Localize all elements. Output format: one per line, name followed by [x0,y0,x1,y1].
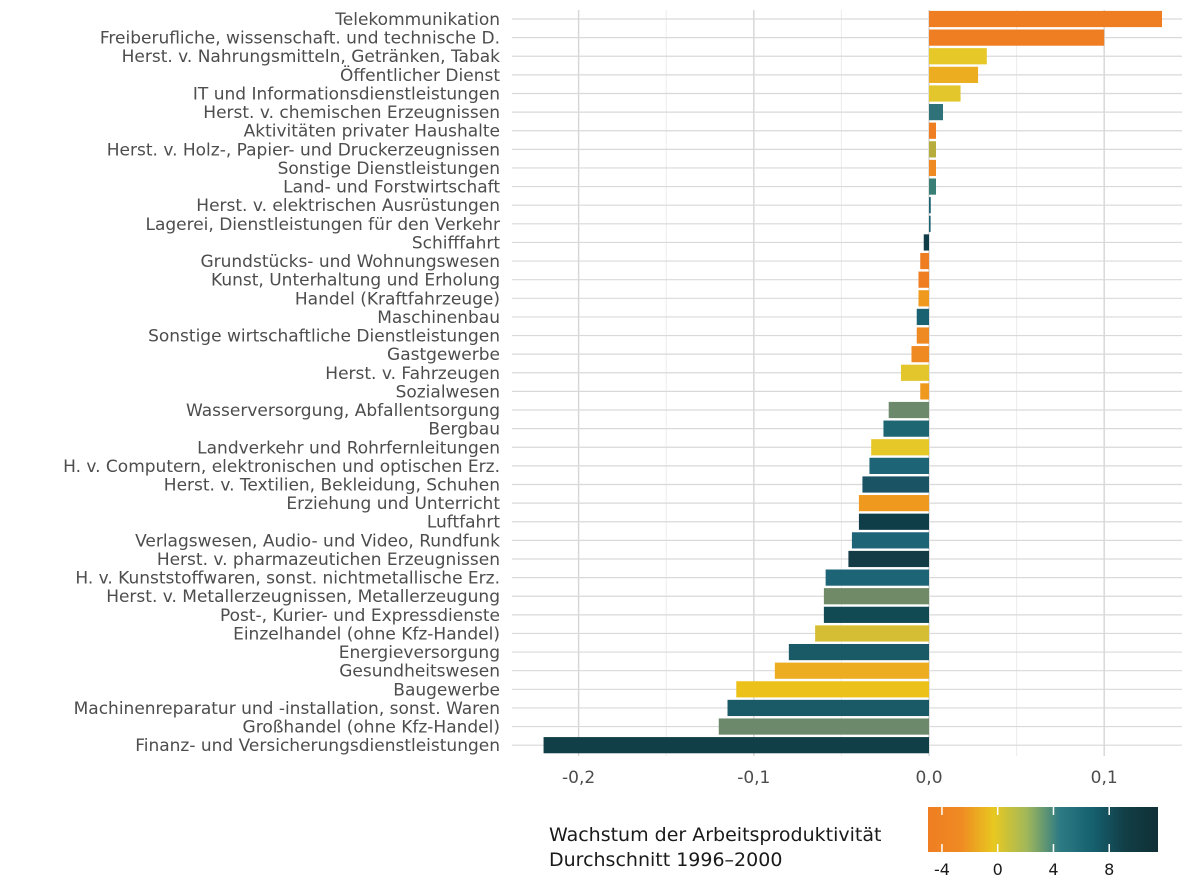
category-label: Handel (Kraftfahrzeuge) [295,289,500,309]
category-label: Herst. v. Textilien, Bekleidung, Schuhen [164,476,500,496]
legend-tick-label: 8 [1104,860,1114,879]
category-label: Herst. v. chemischen Erzeugnissen [203,103,500,123]
category-label: Gesundheitswesen [339,662,500,682]
bar [858,513,929,530]
bar [918,271,929,288]
bar [825,569,929,586]
x-tick-label: -0,1 [737,768,770,788]
category-label: Aktivitäten privater Haushalte [244,122,500,142]
bar [916,308,929,326]
bar [871,439,929,456]
category-label: Telekommunikation [334,10,500,30]
category-label: Landverkehr und Rohrfernleitungen [197,438,500,458]
category-label: Herst. v. elektrischen Ausrüstungen [196,196,500,216]
bar [920,383,929,400]
category-label: Grundstücks- und Wohnungswesen [200,252,500,272]
category-label: Sozialwesen [396,382,500,402]
legend-colorbar [928,807,1158,852]
bar [815,625,929,642]
category-label: Kunst, Unterhaltung und Erholung [211,271,500,291]
category-label: Bergbau [428,420,500,440]
bar [929,104,944,121]
legend-title-line2: Durchschnitt 1996–2000 [549,849,782,871]
bar [929,48,987,65]
category-label: Herst. v. pharmazeutichen Erzeugnissen [157,550,500,570]
category-label: Einzelhandel (ohne Kfz-Handel) [233,624,500,644]
category-label: Land- und Forstwirtschaft [283,178,500,198]
x-tick-label: -0,2 [562,768,595,788]
bar [900,364,929,381]
bar [929,141,937,158]
bar [848,550,929,568]
category-label: Maschinenbau [377,308,500,328]
bar [918,290,929,307]
category-label: Finanz- und Versicherungsdienstleistunge… [135,736,500,756]
bar [929,178,937,195]
category-label: H. v. Kunststoffwaren, sonst. nichtmetal… [75,569,500,589]
legend-ticks: -4 0 4 8 [934,807,1114,879]
bar [920,252,929,270]
bar [929,85,961,102]
bar [929,215,931,232]
category-label: Großhandel (ohne Kfz-Handel) [243,718,500,738]
bar [788,643,929,661]
gridlines [512,10,1182,756]
bar [929,159,937,177]
category-label: Wasserversorgung, Abfallentsorgung [186,401,500,421]
x-tick-labels: -0,2 -0,1 0,0 0,1 [562,768,1118,788]
category-label: Freiberufliche, wissenschaft. und techni… [100,29,500,49]
category-label: H. v. Computern, elektronischen und opti… [63,457,500,477]
category-label: Herst. v. Metallerzeugnissen, Metallerze… [106,587,500,607]
category-label: Herst. v. Holz-, Papier- und Druckerzeug… [107,140,500,160]
category-label: Öffentlicher Dienst [340,64,500,86]
category-label: Sonstige wirtschaftliche Dienstleistunge… [148,327,500,347]
bar [869,457,929,474]
legend-tick-label: 0 [993,860,1003,879]
category-label: Erziehung und Unterricht [286,494,500,514]
bar [929,29,1105,46]
bar [929,197,931,214]
bar [727,699,929,717]
bar [823,588,929,605]
bar [718,718,929,735]
bar [862,476,929,493]
legend-tick-label: 4 [1048,860,1058,879]
category-label: Sonstige Dienstleistungen [278,159,500,179]
legend-tick-label: -4 [934,860,950,879]
bar [929,122,937,139]
bar [823,606,929,623]
category-label: Gastgewerbe [387,345,500,365]
x-tick-label: 0,1 [1091,768,1118,788]
bar [736,681,929,698]
bar [883,420,929,437]
bar [911,346,929,363]
legend-title-line1: Wachstum der Arbeitsproduktivität [549,824,881,846]
bar [543,737,929,754]
color-legend: Wachstum der Arbeitsproduktivität Durchs… [549,807,1158,879]
bar [929,10,1163,28]
category-label: Energieversorgung [339,643,500,663]
category-label: Baugewerbe [393,680,500,700]
bar [851,532,929,549]
x-tick-label: 0,0 [915,768,942,788]
category-label: Herst. v. Fahrzeugen [325,364,500,384]
bar [929,66,979,83]
bars [543,10,1163,754]
category-label: Verlagswesen, Audio- und Video, Rundfunk [135,531,500,551]
bar [774,662,929,679]
bar [858,495,929,512]
category-label: IT und Informationsdienstleistungen [193,84,500,104]
category-label: Luftfahrt [427,513,500,533]
bar [923,234,929,251]
category-label: Machinenreparatur und -installation, son… [74,699,500,719]
category-label: Post-, Kurier- und Expressdienste [220,606,500,626]
category-label: Schifffahrt [412,233,501,253]
bar [888,401,929,419]
category-label: Lagerei, Dienstleistungen für den Verkeh… [145,215,500,235]
category-label: Herst. v. Nahrungsmitteln, Getränken, Ta… [122,47,501,67]
bar [916,327,929,344]
